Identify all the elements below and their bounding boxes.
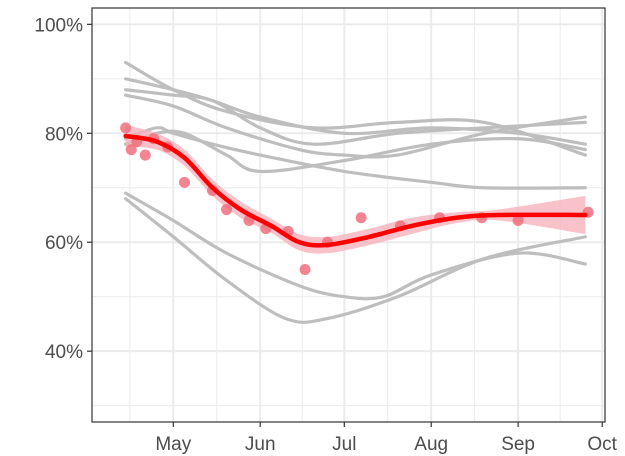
observed-point [221,204,233,216]
y-tick-label: 80% [45,124,83,145]
x-tick-label: Sep [501,434,535,455]
x-tick-label: Jul [332,434,356,455]
x-tick-label: Aug [414,434,448,455]
y-tick-label: 40% [45,342,83,363]
panel-border [91,7,606,423]
trend-line-layer [123,133,588,248]
axis-layer: 40% 60% 80% 100% May Jun Jul Aug Sep Oct [34,15,617,455]
observed-point [179,176,191,188]
background-series-line [124,126,587,190]
y-tick-label: 100% [34,15,83,36]
x-tick-label: Oct [587,434,617,455]
background-series-line [124,129,587,174]
observed-point [299,263,311,275]
x-tick-label: Jun [245,434,276,455]
background-series-line [124,77,587,146]
background-series-line [124,93,587,159]
panel-frame-layer [91,7,606,423]
observed-point [512,214,524,226]
observed-point [355,212,367,224]
observed-point [120,122,132,134]
y-tick-label: 60% [45,233,83,254]
background-series-layer [124,60,587,324]
background-series-line [124,197,587,324]
background-series-line [124,88,587,146]
observed-point [139,149,151,161]
trend-line [123,133,588,248]
x-tick-label: May [155,434,191,455]
observed-point [125,144,137,156]
